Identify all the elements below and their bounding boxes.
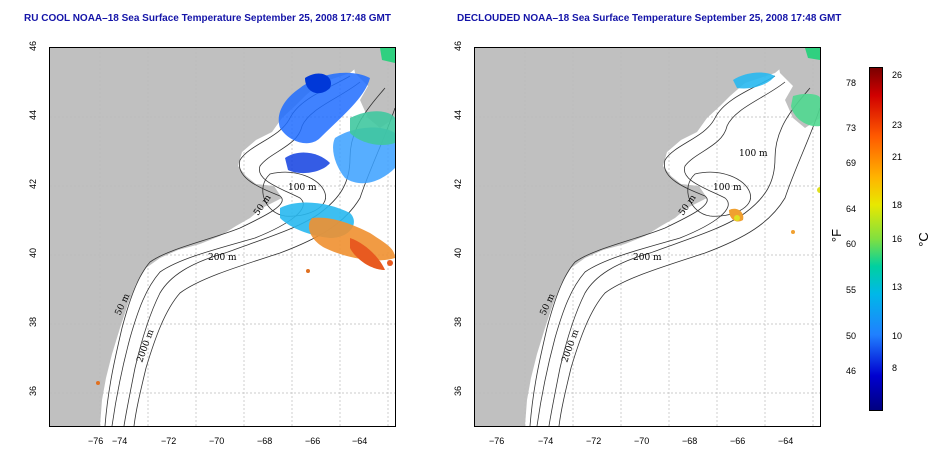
f-tick: 78 [846, 78, 857, 88]
c-tick: 21 [892, 152, 903, 162]
contour-label: 100 m [713, 183, 742, 193]
x-tick: −68 [257, 436, 273, 446]
y-tick: 44 [28, 109, 39, 121]
x-tick: −74 [538, 436, 554, 446]
x-tick: −66 [730, 436, 746, 446]
y-tick: 40 [28, 247, 39, 259]
contour-label: 2000 m [135, 328, 156, 364]
y-tick: 38 [453, 316, 464, 328]
c-tick: 23 [892, 120, 903, 130]
f-tick: 73 [846, 123, 857, 133]
x-tick: −76 [489, 436, 505, 446]
f-tick: 69 [846, 158, 857, 168]
nova-scotia [350, 48, 395, 128]
long-island [625, 232, 675, 248]
c-tick: 18 [892, 200, 903, 210]
contour-label: 100 m [739, 149, 768, 159]
c-tick: 10 [892, 331, 903, 341]
f-tick: 46 [846, 366, 857, 376]
x-tick: −72 [161, 436, 177, 446]
c-tick: 26 [892, 70, 903, 80]
land-mass [50, 48, 370, 426]
x-tick: −66 [305, 436, 321, 446]
x-tick: −70 [209, 436, 225, 446]
contour-label: 200 m [208, 253, 237, 263]
y-tick: 36 [453, 385, 464, 397]
contour-label: 2000 m [560, 328, 581, 364]
f-tick: 55 [846, 285, 857, 295]
y-tick: 42 [28, 178, 39, 190]
c-tick: 13 [892, 282, 903, 292]
y-tick: 36 [28, 385, 39, 397]
right-map-panel: 100 m 100 m 50 m 200 m 50 m 2000 m [474, 47, 821, 427]
y-tick: 44 [453, 109, 464, 121]
temperature-colorbar [869, 67, 883, 411]
f-tick: 50 [846, 331, 857, 341]
f-tick: 64 [846, 204, 857, 214]
x-tick: −74 [112, 436, 128, 446]
c-tick: 16 [892, 234, 903, 244]
x-tick: −76 [88, 436, 104, 446]
x-tick: −68 [682, 436, 698, 446]
c-tick: 8 [892, 363, 898, 373]
left-map-panel: 100 m 50 m 200 m 50 m 2000 m [49, 47, 396, 427]
contour-label: 100 m [288, 183, 317, 193]
x-tick: −64 [778, 436, 794, 446]
right-panel-title: DECLOUDED NOAA–18 Sea Surface Temperatur… [457, 13, 842, 24]
celsius-unit-label: °C [915, 232, 931, 247]
x-tick: −70 [634, 436, 650, 446]
y-tick: 46 [453, 40, 464, 52]
y-tick: 46 [28, 40, 39, 52]
y-tick: 40 [453, 247, 464, 259]
x-tick: −64 [352, 436, 368, 446]
long-island [200, 232, 250, 248]
left-panel-title: RU COOL NOAA–18 Sea Surface Temperature … [24, 13, 391, 24]
left-map: 100 m 50 m 200 m 50 m 2000 m [50, 48, 395, 426]
contour-label: 200 m [633, 253, 662, 263]
right-map: 100 m 100 m 50 m 200 m 50 m 2000 m [475, 48, 820, 426]
y-tick: 38 [28, 316, 39, 328]
f-tick: 60 [846, 239, 857, 249]
x-tick: −72 [586, 436, 602, 446]
land-mass [475, 48, 795, 426]
fahrenheit-unit-label: °F [829, 228, 845, 243]
y-tick: 42 [453, 178, 464, 190]
